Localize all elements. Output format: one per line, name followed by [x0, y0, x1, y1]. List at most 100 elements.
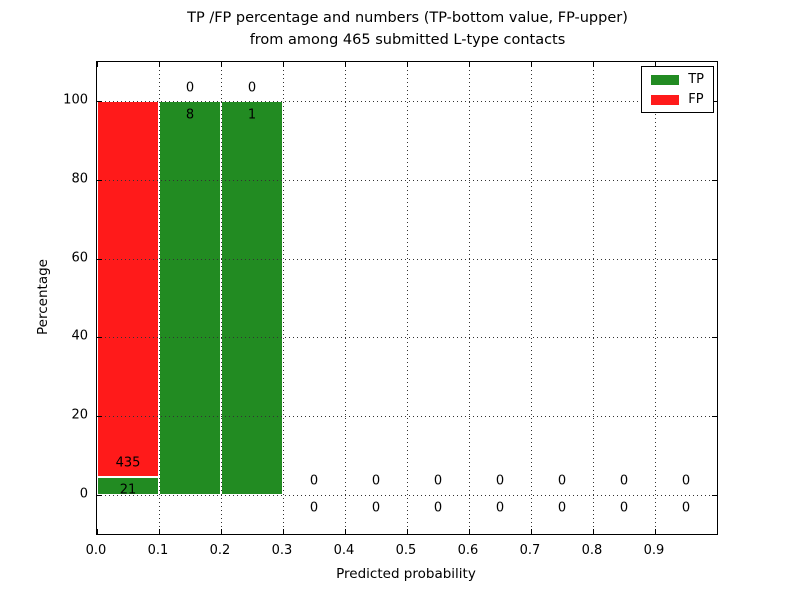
y-tick-mark	[712, 494, 717, 496]
x-tick-mark	[531, 62, 532, 67]
y-tick-mark	[712, 258, 717, 260]
fp-count-label: 0	[433, 473, 443, 489]
x-tick-label: 0.1	[147, 543, 169, 558]
y-tick-label: 60	[71, 250, 88, 266]
x-tick-mark	[655, 62, 656, 67]
x-tick-mark	[221, 62, 222, 67]
x-tick-labels: 0.0 0.1 0.2 0.3 0.4 0.5 0.6 0.7 0.8 0.9	[86, 543, 716, 561]
tp-swatch-icon	[651, 74, 680, 85]
gridline-horizontal	[97, 416, 717, 417]
y-tick-mark	[712, 337, 717, 339]
y-tick-mark	[97, 101, 102, 103]
tp-count-label: 0	[619, 500, 629, 516]
tp-count-label: 21	[119, 482, 137, 498]
x-tick-mark	[159, 529, 160, 534]
x-tick-mark	[407, 62, 408, 67]
y-tick-mark	[97, 337, 102, 339]
y-tick-label: 100	[63, 92, 88, 108]
gridline-vertical	[531, 62, 532, 534]
x-tick-label: 0.8	[581, 543, 603, 558]
x-tick-mark	[469, 62, 470, 67]
fp-count-label: 0	[185, 80, 195, 96]
fp-count-label: 0	[309, 473, 319, 489]
x-tick-mark	[97, 62, 98, 67]
plot-area: TP FP 435 21 0 8 0 1 0 0 0 0 0 0 0 0 0 0 0 0 0 0	[96, 61, 718, 535]
gridline-vertical	[407, 62, 408, 534]
x-tick-mark	[221, 529, 222, 534]
y-tick-mark	[712, 101, 717, 103]
bar-tp-segment	[97, 476, 159, 495]
y-tick-labels: 0 20 40 60 80 100	[0, 61, 88, 533]
gridline-vertical	[283, 62, 284, 534]
bar-tp-segment	[221, 101, 283, 495]
x-tick-label: 0.7	[519, 543, 541, 558]
tp-count-label: 0	[309, 500, 319, 516]
fp-swatch-icon	[651, 94, 680, 105]
fp-count-label: 0	[247, 80, 257, 96]
x-tick-mark	[655, 529, 656, 534]
tp-count-label: 0	[433, 500, 443, 516]
x-tick-mark	[345, 62, 346, 67]
fp-count-label: 0	[371, 473, 381, 489]
gridline-vertical	[345, 62, 346, 534]
x-tick-mark	[97, 529, 98, 534]
x-tick-mark	[283, 529, 284, 534]
gridline-horizontal	[97, 180, 717, 181]
chart-title-line1: TP /FP percentage and numbers (TP-bottom…	[187, 10, 628, 26]
tp-count-label: 8	[185, 107, 195, 123]
x-tick-mark	[345, 529, 346, 534]
gridline-vertical	[469, 62, 470, 534]
gridline-vertical	[655, 62, 656, 534]
chart-title-line2: from among 465 submitted L-type contacts	[249, 32, 566, 48]
tp-count-label: 0	[371, 500, 381, 516]
x-tick-mark	[407, 529, 408, 534]
tp-count-label: 0	[681, 500, 691, 516]
fp-count-label: 435	[115, 455, 141, 471]
y-tick-label: 20	[71, 407, 88, 423]
fp-count-label: 0	[681, 473, 691, 489]
legend: TP FP	[641, 66, 714, 113]
x-tick-mark	[531, 529, 532, 534]
fp-count-label: 0	[495, 473, 505, 489]
bar-tp-segment	[159, 101, 221, 495]
bar-fp-segment	[97, 101, 159, 477]
gridline-horizontal	[97, 101, 717, 103]
legend-label-fp: FP	[688, 92, 704, 107]
fp-count-label: 0	[619, 473, 629, 489]
gridline-vertical	[159, 62, 160, 534]
x-tick-label: 0.5	[395, 543, 417, 558]
fp-count-label: 0	[557, 473, 567, 489]
x-tick-mark	[593, 529, 594, 534]
x-tick-mark	[469, 529, 470, 534]
tp-count-label: 0	[495, 500, 505, 516]
x-axis-label: Predicted probability	[336, 566, 476, 582]
legend-item-fp: FP	[651, 93, 704, 106]
gridline-horizontal	[97, 337, 717, 339]
tp-count-label: 0	[557, 500, 567, 516]
x-tick-mark	[159, 62, 160, 67]
x-tick-label: 0.4	[333, 543, 355, 558]
y-tick-mark	[97, 258, 102, 260]
y-tick-label: 0	[79, 486, 88, 502]
gridline-vertical	[593, 62, 594, 534]
x-tick-mark	[593, 62, 594, 67]
y-tick-mark	[97, 494, 102, 496]
y-tick-mark	[712, 416, 717, 417]
gridline-horizontal	[97, 494, 717, 496]
gridline-vertical	[221, 62, 222, 534]
x-tick-mark	[283, 62, 284, 67]
y-tick-mark	[97, 180, 102, 181]
x-tick-label: 0.0	[85, 543, 107, 558]
chart-title: TP /FP percentage and numbers (TP-bottom…	[96, 7, 719, 51]
y-tick-mark	[97, 416, 102, 417]
gridline-horizontal	[97, 258, 717, 260]
y-tick-label: 80	[71, 171, 88, 187]
legend-item-tp: TP	[651, 73, 704, 86]
x-tick-label: 0.9	[643, 543, 665, 558]
tp-count-label: 1	[247, 107, 257, 123]
y-tick-mark	[712, 180, 717, 181]
x-tick-label: 0.3	[271, 543, 293, 558]
y-tick-label: 40	[71, 328, 88, 344]
x-tick-label: 0.2	[209, 543, 231, 558]
